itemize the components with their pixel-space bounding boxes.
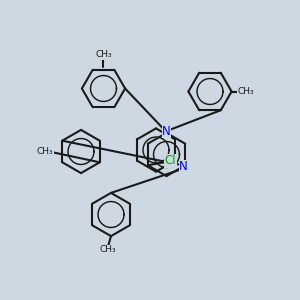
Text: N: N — [179, 160, 188, 173]
Text: CH₃: CH₃ — [95, 50, 112, 59]
Text: Cl: Cl — [164, 154, 176, 167]
Text: N: N — [162, 125, 171, 138]
Text: CH₃: CH₃ — [237, 87, 254, 96]
Text: CH₃: CH₃ — [37, 147, 54, 156]
Text: CH₃: CH₃ — [100, 245, 116, 254]
